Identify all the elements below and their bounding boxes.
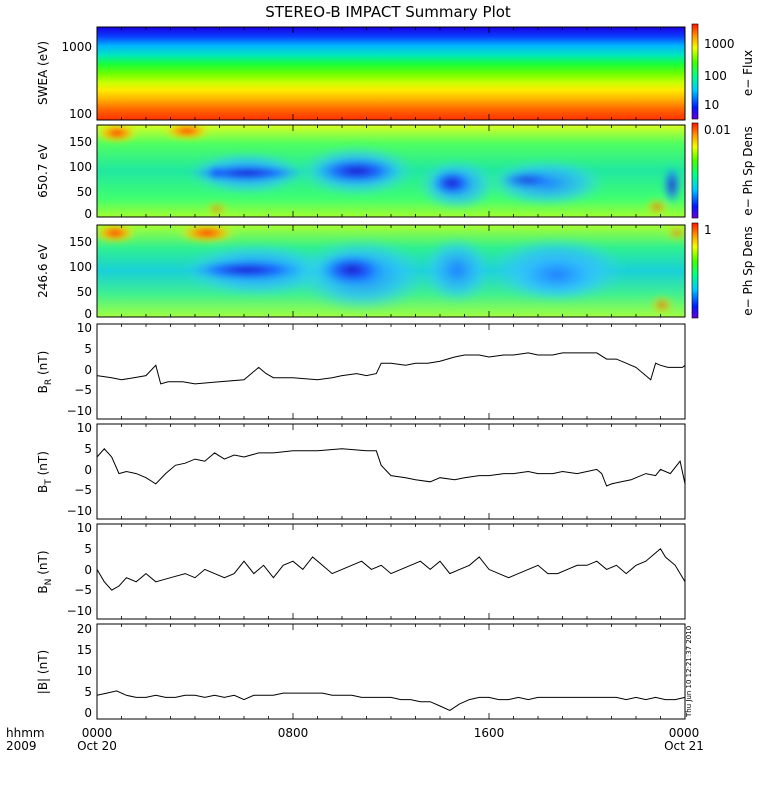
bmag-frame: [96, 623, 686, 720]
swea-ytick-100: 100: [69, 107, 92, 121]
bmag-series-line: [96, 690, 686, 711]
br-ytick-0: 0: [84, 363, 92, 377]
x-corner-label-hhmm: hhmm: [6, 726, 45, 740]
bn-yticks: 10 5 0 −5 −10: [67, 521, 92, 618]
pad650-colorbar: [691, 122, 699, 219]
bn-ylabel: BN (nT): [36, 550, 54, 593]
bt-ytick-10: 10: [77, 421, 92, 435]
pad246-ytick-50: 50: [77, 285, 92, 299]
swea-ylabel: SWEA (eV): [36, 41, 50, 105]
bmag-yticks: 20 15 10 5 0: [77, 622, 92, 720]
bn-frame: [96, 523, 686, 620]
panel-pad650: 150 100 50 0 650.7 eV 0.01 e− Ph Sp Dens: [36, 122, 755, 221]
swea-cbar-tick-10: 10: [704, 98, 719, 112]
pad246-cbar-tick: 1: [704, 223, 712, 237]
bmag-ytick-5: 5: [84, 685, 92, 699]
bmag-ytick-15: 15: [77, 643, 92, 657]
pad650-ytick-150: 150: [69, 135, 92, 149]
bn-ytick-10: 10: [77, 521, 92, 535]
bn-series-line: [96, 548, 686, 591]
bmag-ytick-0: 0: [84, 706, 92, 720]
generation-timestamp: Thu Jun 10 12:21:37 2010: [685, 626, 693, 718]
x-tick-date-oct21: Oct 21: [664, 739, 704, 753]
br-ytick-m10: −10: [67, 404, 92, 418]
x-tick-label-0000-end: 0000: [669, 726, 700, 740]
pad650-spectrogram: [97, 125, 685, 217]
bn-ytick-m5: −5: [74, 583, 92, 597]
br-series-line: [96, 352, 686, 385]
br-ytick-5: 5: [84, 342, 92, 356]
pad246-ylabel: 246.6 eV: [36, 243, 50, 298]
pad246-cbar-label: e− Ph Sp Dens: [741, 226, 755, 315]
pad246-ytick-0: 0: [84, 307, 92, 321]
pad246-ytick-150: 150: [69, 235, 92, 249]
bmag-ytick-10: 10: [77, 664, 92, 678]
br-ylabel: BR (nT): [36, 351, 54, 394]
pad246-ytick-100: 100: [69, 260, 92, 274]
x-axis-labels: hhmm 2009 0000 Oct 20 0800 1600 0000 Oct…: [6, 726, 704, 753]
swea-cbar-label: e− Flux: [741, 50, 755, 96]
plot-title: STEREO-B IMPACT Summary Plot: [265, 3, 511, 21]
pad650-ytick-100: 100: [69, 160, 92, 174]
swea-cbar-tick-100: 100: [704, 69, 727, 83]
bt-ytick-m10: −10: [67, 504, 92, 518]
bn-ytick-5: 5: [84, 542, 92, 556]
x-tick-label-0000: 0000: [82, 726, 113, 740]
x-tick-label-0800: 0800: [278, 726, 309, 740]
bt-ytick-m5: −5: [74, 483, 92, 497]
br-ytick-10: 10: [77, 321, 92, 335]
pad650-ytick-50: 50: [77, 185, 92, 199]
swea-spectrogram: [97, 27, 685, 120]
x-tick-label-1600: 1600: [474, 726, 505, 740]
bn-ytick-0: 0: [84, 563, 92, 577]
panel-pad246: 150 100 50 0 246.6 eV 1 e− Ph Sp Dens: [36, 222, 755, 321]
bt-ytick-0: 0: [84, 463, 92, 477]
swea-colorbar: [691, 23, 699, 120]
panel-bn: 10 5 0 −5 −10 BN (nT): [36, 521, 686, 620]
pad650-ytick-0: 0: [84, 207, 92, 221]
swea-ytick-1000: 1000: [61, 40, 92, 54]
pad650-ylabel: 650.7 eV: [36, 143, 50, 198]
pad246-colorbar: [691, 222, 699, 319]
br-yticks: 10 5 0 −5 −10: [67, 321, 92, 418]
panel-bt: 10 5 0 −5 −10 BT (nT): [36, 421, 686, 520]
bt-ylabel: BT (nT): [36, 451, 54, 493]
bt-yticks: 10 5 0 −5 −10: [67, 421, 92, 518]
x-tick-date-oct20: Oct 20: [77, 739, 117, 753]
swea-cbar-tick-1000: 1000: [704, 37, 735, 51]
x-corner-label-year: 2009: [6, 739, 37, 753]
pad246-spectrogram: [97, 225, 685, 317]
pad650-cbar-tick: 0.01: [704, 123, 731, 137]
panel-swea: 1000 100 SWEA (eV) 1000 100 10 e− Flux: [36, 23, 755, 121]
bt-series-line: [96, 448, 686, 487]
pad650-cbar-label: e− Ph Sp Dens: [741, 126, 755, 215]
x-axis-ticks: [96, 27, 686, 719]
bt-frame: [96, 423, 686, 520]
br-frame: [96, 323, 686, 420]
bn-ytick-m10: −10: [67, 604, 92, 618]
br-ytick-m5: −5: [74, 383, 92, 397]
panel-bmag: 20 15 10 5 0 |B| (nT) Thu Jun 10 12:21:3…: [36, 622, 693, 720]
panel-br: 10 5 0 −5 −10 BR (nT): [36, 321, 686, 420]
bt-ytick-5: 5: [84, 442, 92, 456]
bmag-ytick-20: 20: [77, 622, 92, 636]
bmag-ylabel: |B| (nT): [36, 650, 50, 694]
field-lines: [96, 352, 686, 711]
